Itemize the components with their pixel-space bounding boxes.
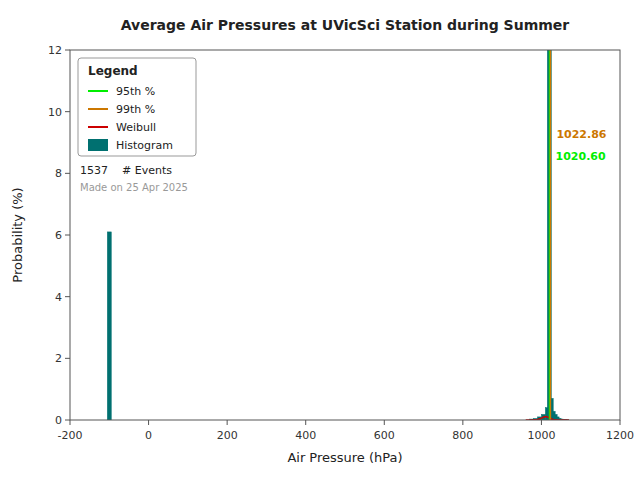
x-tick-label: 0	[145, 429, 152, 442]
annotation: 1537 # Events	[80, 164, 172, 177]
x-tick	[70, 420, 71, 425]
x-tick-label: 200	[217, 429, 238, 442]
legend-box	[78, 58, 196, 156]
legend-swatch	[88, 90, 108, 92]
y-tick-label: 10	[48, 106, 62, 119]
x-tick-label: 1200	[606, 429, 634, 442]
x-tick-label: 1000	[527, 429, 555, 442]
y-tick	[65, 296, 70, 297]
y-tick	[65, 111, 70, 112]
x-tick	[305, 420, 306, 425]
legend-swatch	[88, 108, 108, 110]
x-axis-label: Air Pressure (hPa)	[287, 450, 402, 465]
percentile-label: 1020.60	[556, 150, 606, 163]
plot-frame	[70, 50, 620, 420]
histogram-bar	[547, 50, 551, 420]
legend-label: 95th %	[116, 85, 155, 98]
plot-area	[70, 50, 620, 420]
title: Average Air Pressures at UVicSci Station…	[121, 17, 570, 33]
y-tick-label: 12	[48, 44, 62, 57]
legend: Legend 95th % 99th % Weibull Histogram	[78, 58, 196, 156]
y-tick	[65, 235, 70, 236]
x-tick	[620, 420, 621, 425]
x-tick	[227, 420, 228, 425]
percentile-line	[549, 50, 551, 420]
weibull-line	[526, 417, 569, 420]
y-tick-label: 6	[55, 229, 62, 242]
x-tick-label: 600	[374, 429, 395, 442]
chart: Average Air Pressures at UVicSci Station…	[0, 0, 640, 480]
x-tick	[148, 420, 149, 425]
x-tick-label: 400	[295, 429, 316, 442]
legend-swatch	[88, 139, 108, 151]
legend-title: Legend	[88, 64, 138, 78]
legend-label: 99th %	[116, 103, 155, 116]
y-tick	[65, 173, 70, 174]
x-tick-label: 800	[452, 429, 473, 442]
y-tick	[65, 420, 70, 421]
legend-label: Weibull	[116, 121, 156, 134]
y-tick-label: 2	[55, 352, 62, 365]
y-tick-label: 4	[55, 291, 62, 304]
y-axis-label: Probability (%)	[10, 187, 25, 282]
y-tick-label: 8	[55, 167, 62, 180]
axes: -200 0 200 400 600 800 1000 1200 0 2 4 6 8 10 12	[48, 44, 634, 442]
x-tick	[462, 420, 463, 425]
x-tick	[541, 420, 542, 425]
histogram-bar	[107, 232, 111, 420]
y-tick	[65, 50, 70, 51]
annotation: Made on 25 Apr 2025	[80, 182, 188, 193]
x-tick	[384, 420, 385, 425]
percentile-label: 1022.86	[556, 128, 606, 141]
legend-label: Histogram	[116, 139, 173, 152]
legend-swatch	[88, 126, 108, 128]
x-tick-label: -200	[58, 429, 83, 442]
percentile-line	[550, 50, 552, 420]
y-tick-label: 0	[55, 414, 62, 427]
y-tick	[65, 358, 70, 359]
